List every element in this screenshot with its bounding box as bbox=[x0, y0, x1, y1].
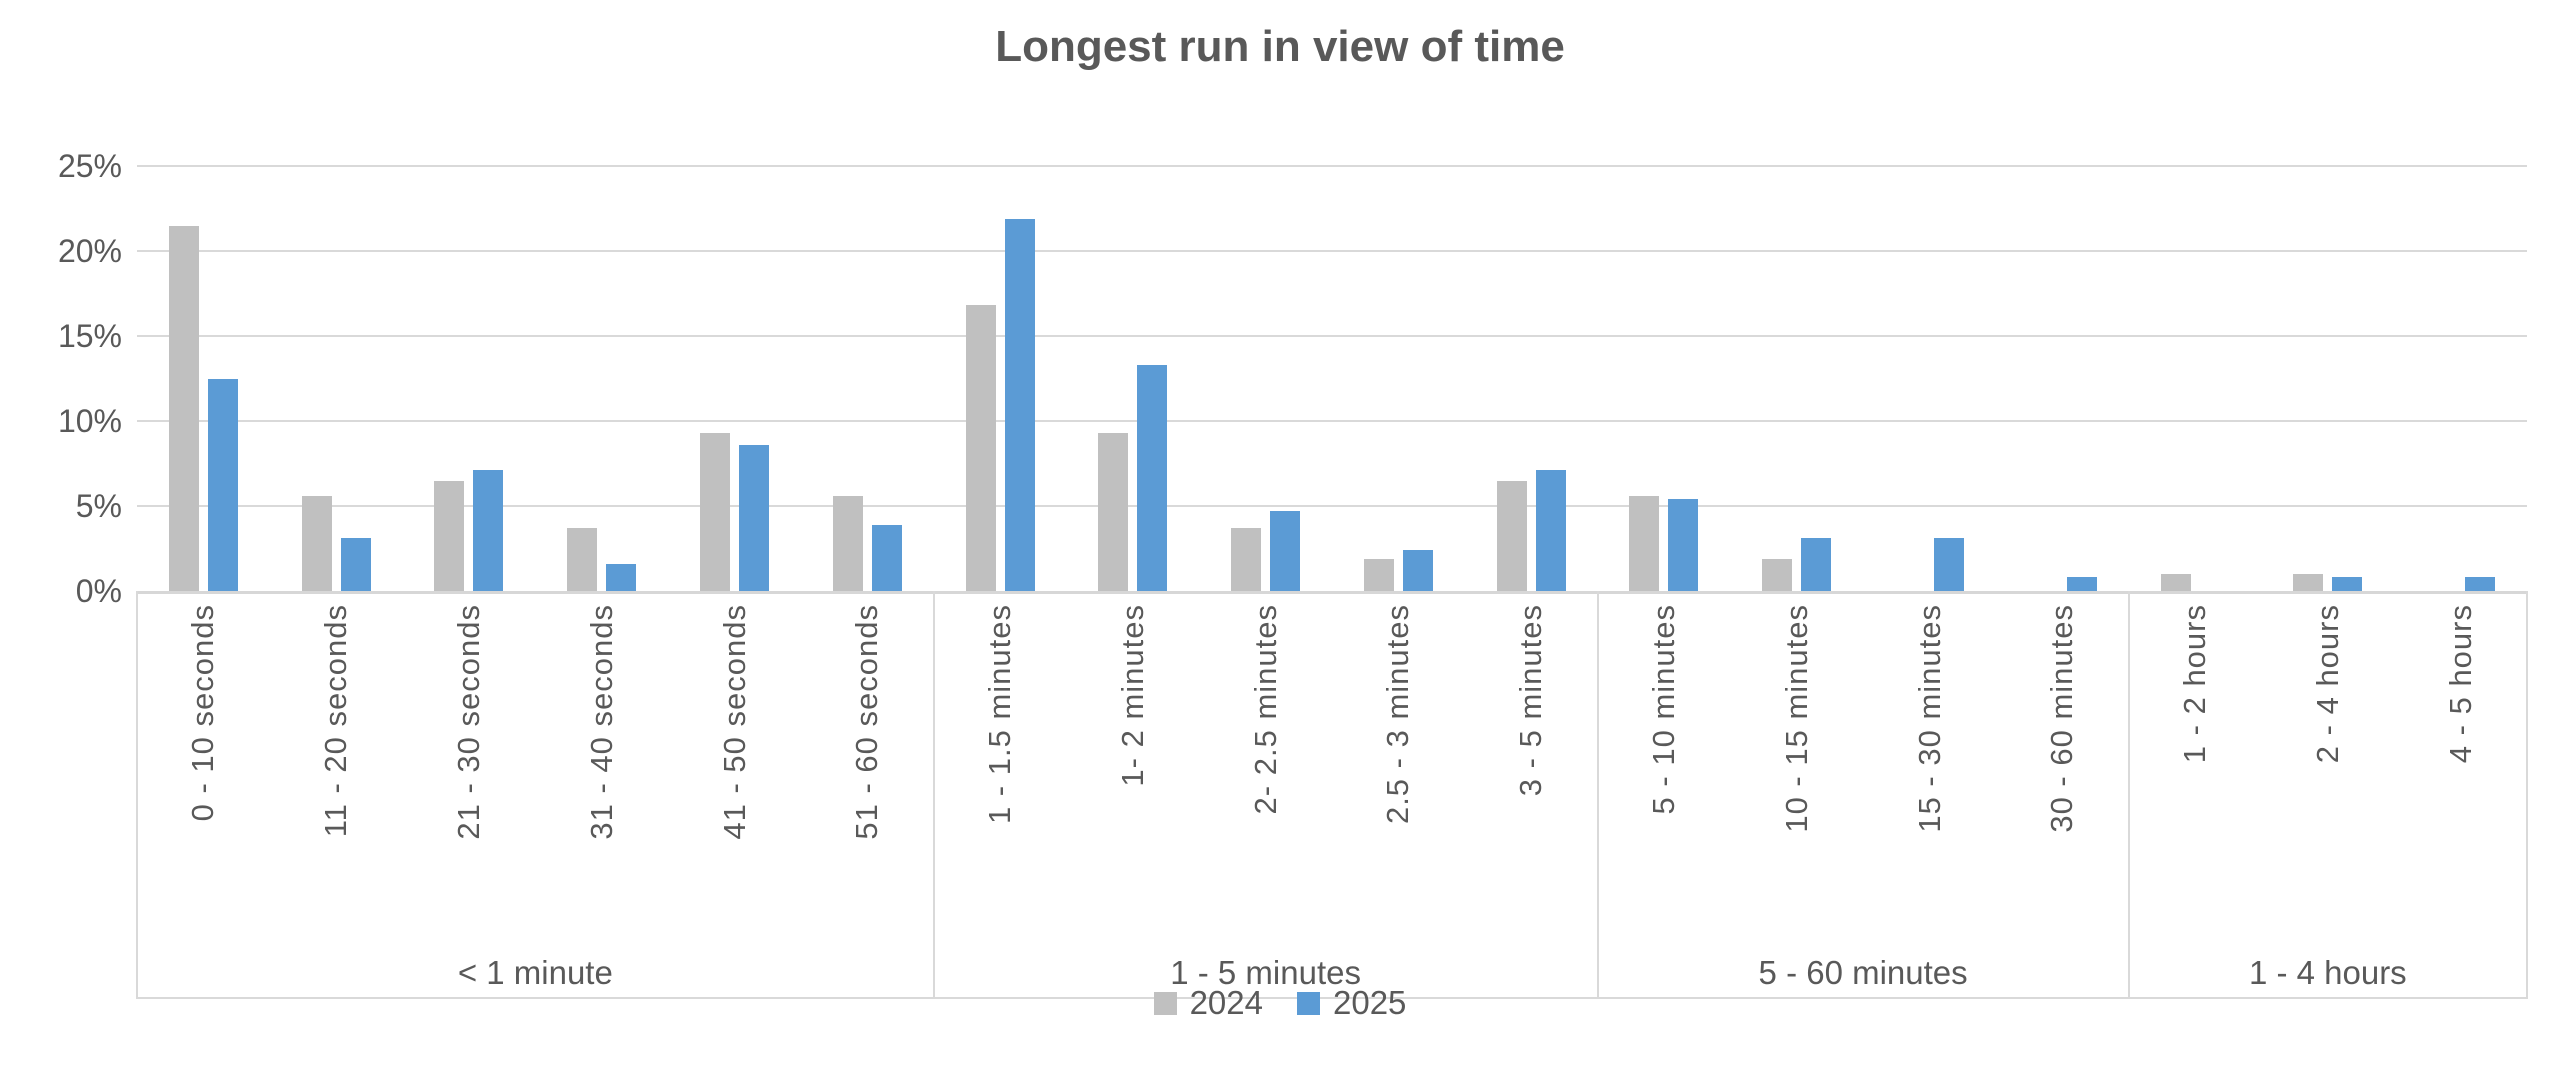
label-box-bottom-line bbox=[137, 997, 2527, 999]
bar-2025-6 bbox=[871, 524, 902, 591]
bar-2025-9 bbox=[1270, 511, 1301, 591]
bar-2024-11 bbox=[1496, 480, 1527, 591]
bar-2024-8 bbox=[1098, 432, 1129, 591]
category-tick-label-text: 2.5 - 3 minutes bbox=[1380, 604, 1416, 825]
legend-swatch-2025 bbox=[1297, 991, 1320, 1015]
category-tick-label: 1 - 1.5 minutes bbox=[975, 604, 1025, 944]
bar-2024-16 bbox=[2160, 574, 2191, 591]
category-tick-label-text: 5 - 10 minutes bbox=[1645, 604, 1681, 815]
category-tick-label: 1- 2 minutes bbox=[1108, 604, 1158, 944]
category-tick-label: 51 - 60 seconds bbox=[842, 604, 892, 944]
gridline bbox=[137, 250, 2527, 252]
y-axis-tick-label: 20% bbox=[57, 233, 122, 269]
legend-item-2024: 2024 bbox=[1153, 984, 1263, 1022]
bar-2024-2 bbox=[301, 495, 332, 591]
category-tick-label-text: 21 - 30 seconds bbox=[450, 604, 486, 840]
category-tick-label-text: 31 - 40 seconds bbox=[583, 604, 619, 840]
bar-2024-6 bbox=[832, 495, 863, 591]
gridline bbox=[137, 420, 2527, 422]
category-tick-label-text: 2- 2.5 minutes bbox=[1247, 604, 1283, 815]
y-axis-tick-label: 5% bbox=[75, 488, 122, 524]
category-tick-label-text: 30 - 60 minutes bbox=[2044, 604, 2080, 833]
bar-2025-4 bbox=[606, 563, 637, 591]
legend-item-2025: 2025 bbox=[1297, 984, 1406, 1022]
category-tick-label: 10 - 15 minutes bbox=[1772, 604, 1822, 944]
category-tick-label-text: 10 - 15 minutes bbox=[1778, 604, 1814, 833]
bar-2025-1 bbox=[207, 378, 238, 591]
category-tick-label: 4 - 5 hours bbox=[2436, 604, 2486, 944]
category-tick-label: 30 - 60 minutes bbox=[2037, 604, 2087, 944]
category-tick-label: 3 - 5 minutes bbox=[1506, 604, 1556, 944]
bar-2025-14 bbox=[1934, 538, 1964, 591]
bar-2025-3 bbox=[473, 470, 504, 591]
category-group-label: 5 - 60 minutes bbox=[1758, 954, 1968, 991]
y-axis-tick-label: 10% bbox=[57, 403, 122, 439]
group-separator-line bbox=[1596, 591, 1599, 999]
category-tick-label: 11 - 20 seconds bbox=[311, 604, 361, 944]
y-axis-tick-label: 0% bbox=[75, 573, 122, 609]
category-tick-label-text: 15 - 30 minutes bbox=[1911, 604, 1947, 833]
category-tick-label: 1 - 2 hours bbox=[2170, 604, 2220, 944]
category-tick-label: 0 - 10 seconds bbox=[178, 604, 228, 944]
bar-2024-4 bbox=[567, 528, 598, 591]
bar-2025-8 bbox=[1137, 364, 1168, 591]
bar-2025-7 bbox=[1004, 218, 1035, 591]
legend-label-2025: 2025 bbox=[1333, 984, 1407, 1021]
group-separator-line bbox=[136, 591, 138, 999]
category-tick-label-text: 1 - 1.5 minutes bbox=[982, 604, 1018, 825]
bar-2025-5 bbox=[739, 444, 769, 591]
category-tick-label: 41 - 50 seconds bbox=[710, 604, 760, 944]
bar-2025-10 bbox=[1402, 550, 1433, 591]
category-group-label: < 1 minute bbox=[457, 954, 613, 991]
y-axis-tick-label: 15% bbox=[57, 318, 122, 354]
group-separator-line bbox=[2526, 591, 2528, 999]
bar-2025-11 bbox=[1535, 470, 1566, 591]
bar-2024-9 bbox=[1231, 528, 1262, 591]
category-group-label: 1 - 4 hours bbox=[2248, 954, 2407, 991]
category-tick-label-text: 2 - 4 hours bbox=[2309, 604, 2345, 764]
legend-swatch-2024 bbox=[1153, 991, 1177, 1015]
y-axis-tick-label: 25% bbox=[57, 148, 122, 184]
bar-2025-17 bbox=[2332, 577, 2363, 591]
category-tick-label-text: 41 - 50 seconds bbox=[716, 604, 752, 840]
category-tick-label: 2 - 4 hours bbox=[2303, 604, 2353, 944]
category-tick-label-text: 4 - 5 hours bbox=[2442, 604, 2478, 764]
category-tick-label-text: 51 - 60 seconds bbox=[849, 604, 885, 840]
bar-2024-1 bbox=[168, 225, 199, 591]
category-tick-label: 31 - 40 seconds bbox=[577, 604, 627, 944]
category-tick-label: 5 - 10 minutes bbox=[1639, 604, 1689, 944]
category-tick-label-text: 1- 2 minutes bbox=[1114, 604, 1150, 787]
category-tick-label-text: 1 - 2 hours bbox=[2177, 604, 2213, 764]
bar-2024-7 bbox=[965, 305, 996, 591]
category-group-label: 1 - 5 minutes bbox=[1170, 954, 1361, 991]
chart-title: Longest run in view of time bbox=[995, 22, 1565, 71]
bar-2024-5 bbox=[700, 432, 730, 591]
bar-2024-3 bbox=[434, 480, 465, 591]
bar-2025-18 bbox=[2465, 577, 2496, 591]
bar-2025-12 bbox=[1668, 499, 1699, 591]
category-tick-label-text: 11 - 20 seconds bbox=[318, 604, 354, 838]
category-tick-label: 21 - 30 seconds bbox=[444, 604, 494, 944]
x-axis-line bbox=[137, 591, 2527, 594]
bar-2024-17 bbox=[2293, 574, 2324, 591]
category-tick-label: 2.5 - 3 minutes bbox=[1373, 604, 1423, 944]
category-tick-label: 15 - 30 minutes bbox=[1905, 604, 1955, 944]
bar-2025-15 bbox=[2066, 577, 2097, 591]
bar-2025-2 bbox=[340, 538, 371, 591]
gridline bbox=[137, 335, 2527, 337]
category-tick-label-text: 0 - 10 seconds bbox=[185, 604, 221, 822]
category-tick-label-text: 3 - 5 minutes bbox=[1513, 604, 1549, 797]
legend-label-2024: 2024 bbox=[1189, 984, 1263, 1021]
group-separator-line bbox=[2127, 591, 2130, 999]
bar-2024-10 bbox=[1363, 558, 1394, 591]
bar-2024-12 bbox=[1629, 495, 1660, 591]
bar-2025-13 bbox=[1801, 538, 1832, 591]
gridline bbox=[137, 505, 2527, 507]
category-tick-label: 2- 2.5 minutes bbox=[1241, 604, 1291, 944]
legend: 2024 2025 bbox=[0, 984, 2560, 1022]
gridline bbox=[137, 165, 2527, 167]
bar-2024-13 bbox=[1762, 558, 1793, 591]
group-separator-line bbox=[932, 591, 935, 999]
